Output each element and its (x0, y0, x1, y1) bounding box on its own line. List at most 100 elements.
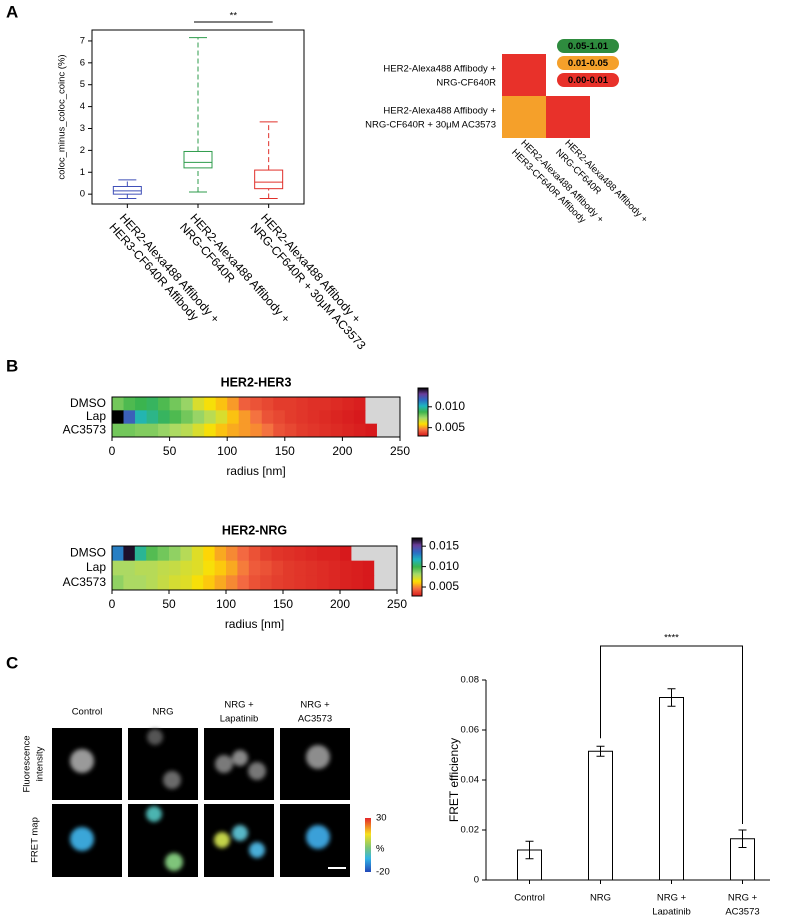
colorbar-segment (412, 589, 422, 592)
heatmap-cell (204, 397, 217, 411)
colorbar-tick-label: 0.010 (429, 559, 459, 573)
heatmap-cell (123, 546, 136, 562)
x-tick-label: 50 (163, 444, 177, 458)
heatmap-cell (353, 397, 366, 411)
cell (306, 745, 330, 769)
colorbar-segment (418, 433, 428, 435)
legend-swatch (557, 73, 619, 87)
heatmap-cell (226, 560, 238, 576)
heatmap-cell (319, 410, 332, 425)
x-tick-label: 0 (109, 597, 116, 611)
x-axis-label: radius [nm] (225, 617, 284, 631)
heatmap-cell (157, 546, 170, 562)
heatmap-cell (146, 546, 158, 562)
colorbar-segment (418, 423, 428, 425)
colorbar-segment (418, 404, 428, 406)
heatmap-cell (192, 423, 205, 438)
column-label: Control (72, 707, 103, 718)
heatmap-cell (123, 560, 136, 576)
heatmap-cell (238, 423, 251, 438)
matrix-cell (502, 96, 546, 138)
heatmap-cell (215, 410, 228, 425)
heatmap-cell (248, 575, 261, 591)
heatmap-cell (374, 575, 386, 591)
heatmap-cell (112, 546, 124, 562)
cell (165, 853, 183, 871)
heatmap-cell (248, 560, 261, 576)
x-tick-label: Control (514, 893, 545, 904)
y-axis-label: FRET efficiency (447, 738, 461, 822)
heatmap-cell (123, 397, 136, 411)
colorbar-segment (418, 409, 428, 411)
heatmap-cell (340, 575, 352, 591)
heatmap-cell (169, 560, 181, 576)
heatmap-cell (214, 560, 227, 576)
heatmap-cell (362, 546, 375, 562)
heatmap-cell (273, 423, 286, 438)
heatmap-cell (284, 410, 297, 425)
heatmap-cell (328, 560, 341, 576)
heatmap-cell (305, 575, 318, 591)
colorbar-segment (418, 420, 428, 422)
cell (70, 749, 94, 773)
colorbar-segment (412, 552, 422, 555)
heatmap-cell (388, 397, 401, 411)
heatmap-frame (111, 396, 401, 438)
colorbar-segment (412, 569, 422, 572)
colorbar-tick-label: 0.005 (435, 420, 465, 434)
colorbar-segment (412, 551, 422, 553)
colorbar-segment (418, 407, 428, 409)
colorbar-segment (412, 541, 422, 544)
heatmap-cell (123, 423, 136, 438)
image (128, 804, 198, 877)
heatmap-cell (317, 575, 329, 591)
heatmap-cell (112, 575, 124, 591)
heatmap-cell (271, 575, 284, 591)
heatmap-cell (146, 397, 159, 411)
colorbar-tick-label: 30 (376, 813, 387, 824)
heatmap-cell (261, 397, 274, 411)
x-tick-label: 250 (387, 597, 407, 611)
colorbar-segment (412, 565, 422, 568)
colorbar-segment (412, 545, 422, 547)
colorbar-segment (418, 405, 428, 407)
heatmap-cell (328, 575, 341, 591)
heatmap-cell (215, 397, 228, 411)
heatmap-cell (365, 410, 378, 425)
colorbar-segment (418, 432, 428, 434)
colorbar-segment (418, 391, 428, 393)
heatmap-cell (227, 423, 240, 438)
colorbar-segment (412, 575, 422, 578)
heatmap-cell (376, 410, 389, 425)
heatmap-cell (204, 410, 217, 425)
colorbar-segment (418, 419, 428, 421)
colorbar-segment (412, 573, 422, 575)
colorbar-segment (418, 399, 428, 401)
x-tick-label: 200 (332, 444, 352, 458)
colorbar-segment (418, 426, 428, 428)
significance-label: ** (230, 11, 238, 22)
legend-label: 0.00-0.01 (568, 75, 609, 86)
y-tick-label: 7 (80, 35, 85, 46)
heatmap-title: HER2-NRG (222, 523, 287, 537)
colorbar-segment (412, 570, 422, 573)
heatmap-cell (181, 397, 194, 411)
heatmap-cell (237, 575, 250, 591)
heatmap-cell (146, 560, 158, 576)
colorbar-segment (418, 427, 428, 429)
micro-images (52, 728, 371, 877)
image (128, 728, 198, 800)
heatmap-cell (365, 423, 378, 438)
colorbar-segment (412, 540, 422, 543)
row-label: AC3573 (63, 423, 107, 437)
heatmap-cell (388, 410, 401, 425)
heatmap-cell (238, 397, 251, 411)
row-label: Lap (86, 560, 106, 574)
heatmap-cell (385, 575, 398, 591)
heatmap-cell (271, 546, 284, 562)
heatmap-cell (260, 560, 272, 576)
colorbar-segment (412, 576, 422, 579)
colorbar-segment (418, 430, 428, 432)
colorbar-segment (418, 418, 428, 420)
significance-label: **** (664, 633, 679, 644)
